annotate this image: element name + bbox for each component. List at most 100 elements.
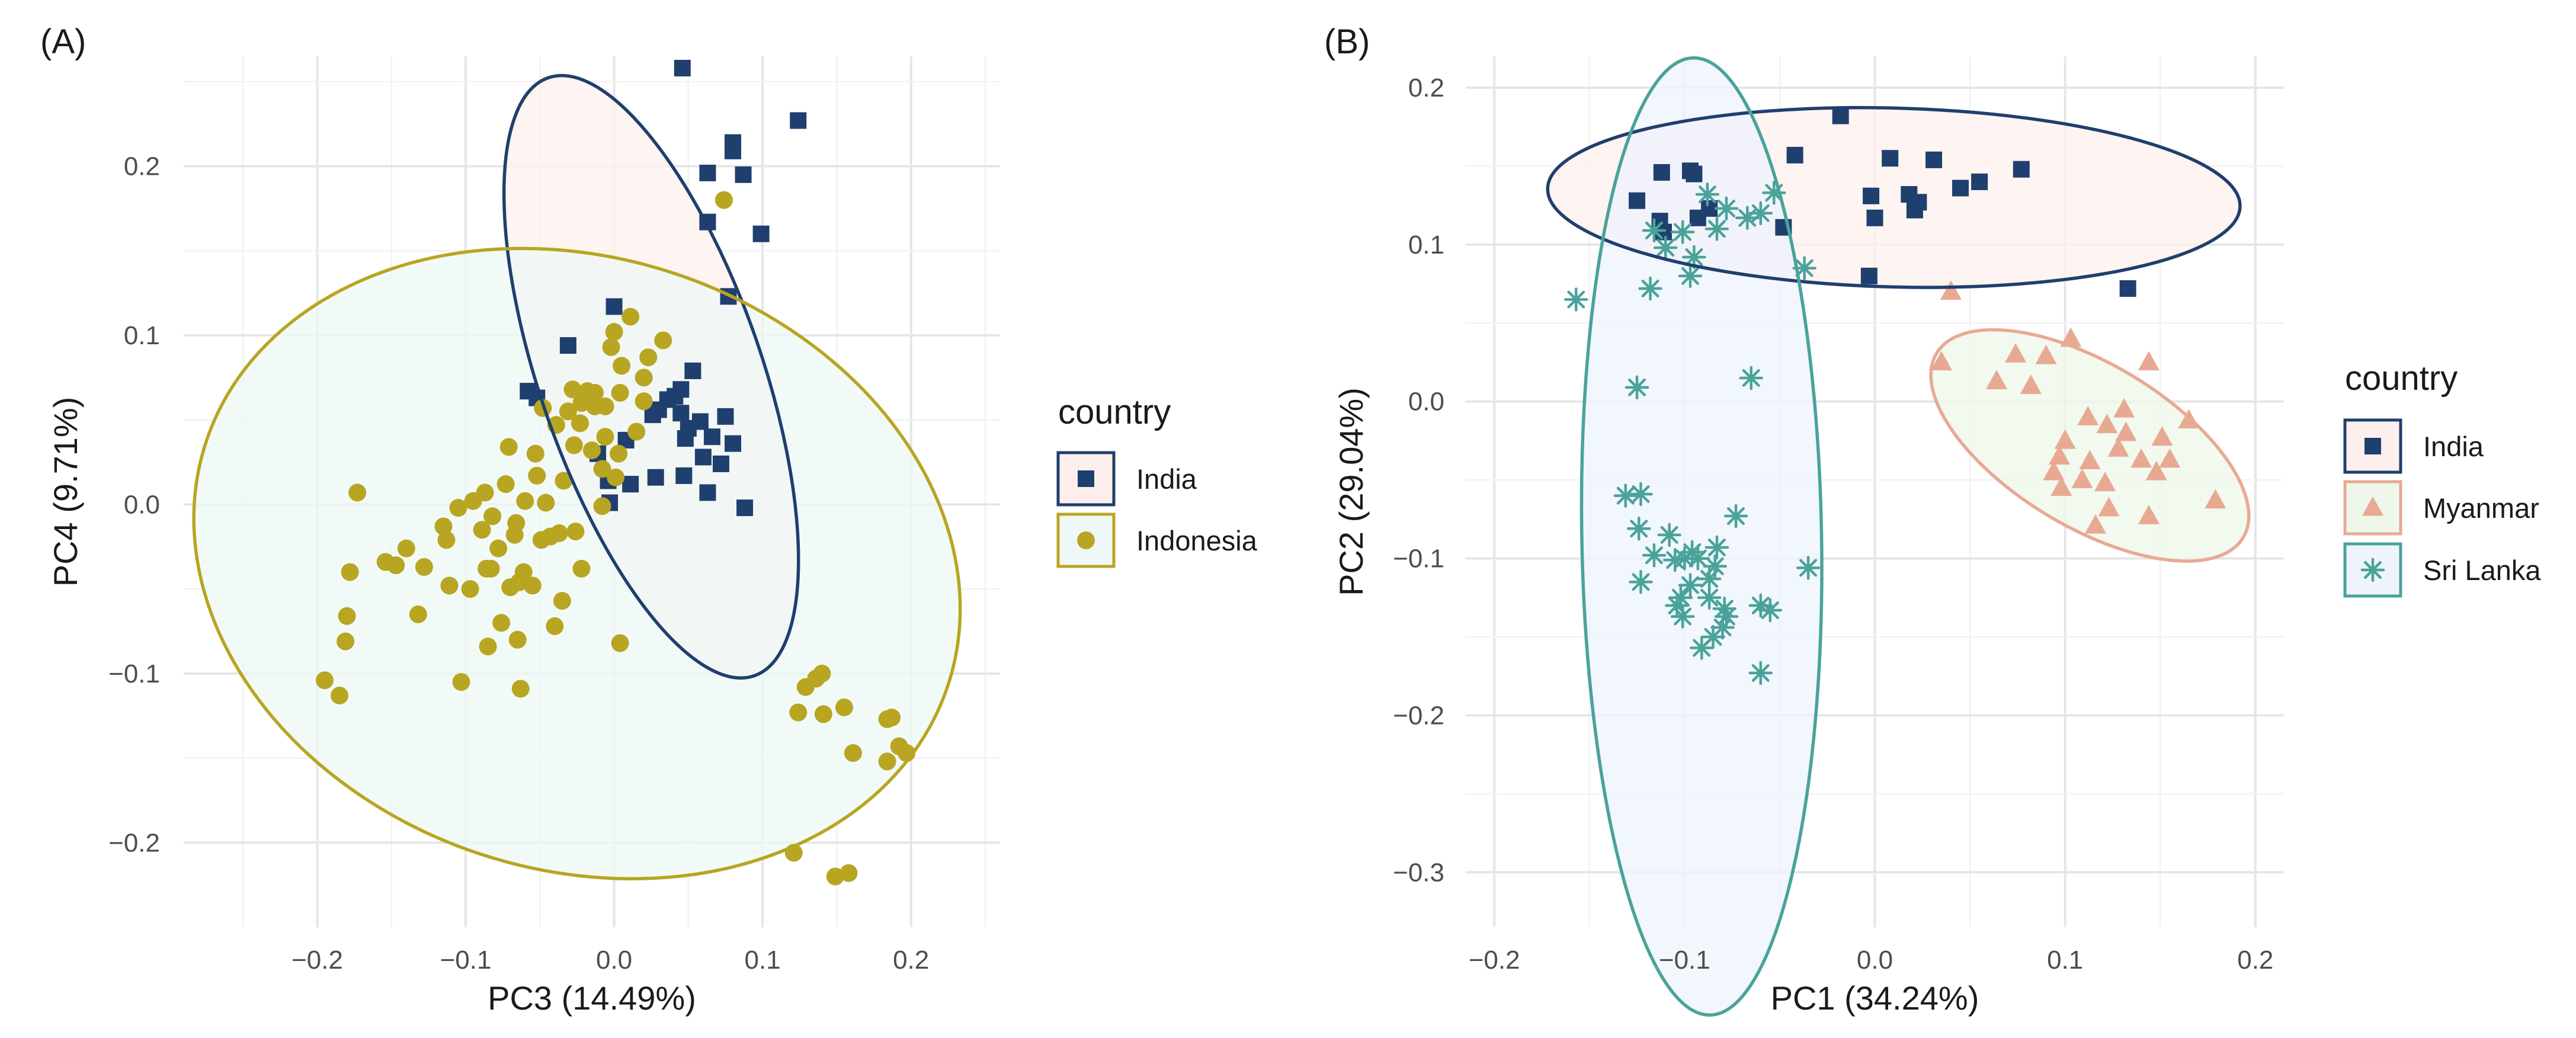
y-tick-label: −0.3 (1393, 858, 1444, 887)
point-myanmar (2138, 505, 2160, 524)
y-tick-label: −0.1 (108, 659, 160, 688)
legend-marker (1078, 470, 1094, 487)
ellipse-fill-myanmar (1931, 329, 2249, 562)
y-tick-label: −0.2 (1393, 701, 1444, 730)
point-indonesia (496, 475, 515, 494)
point-myanmar (2130, 448, 2152, 468)
point-indonesia (593, 460, 611, 478)
point-indonesia (532, 531, 550, 549)
point-sri-lanka (1689, 636, 1714, 660)
point-sri-lanka (1714, 196, 1739, 221)
point-indonesia (331, 686, 349, 704)
x-tick-label: 0.2 (2237, 946, 2273, 975)
point-sri-lanka (1678, 573, 1703, 597)
point-indonesia (449, 499, 467, 517)
point-india (694, 448, 712, 466)
series-indonesia (316, 191, 916, 886)
point-sri-lanka (1723, 504, 1748, 528)
y-tick-label: 0.2 (124, 152, 160, 181)
point-indonesia (789, 703, 808, 722)
point-myanmar (2005, 343, 2027, 363)
point-india (717, 408, 734, 425)
legend-key (1056, 512, 1116, 568)
point-sri-lanka (1629, 482, 1653, 507)
point-sri-lanka (1710, 615, 1735, 640)
series-sri-lanka (1564, 181, 1821, 685)
x-axis-title: PC1 (34.24%) (1771, 979, 1979, 1017)
point-indonesia (814, 705, 832, 723)
point-india (2119, 280, 2136, 297)
point-indonesia (572, 394, 591, 412)
point-indonesia (510, 573, 528, 591)
point-sri-lanka (1678, 264, 1703, 289)
x-tick-label: 0.0 (596, 946, 632, 975)
legend-label: India (2423, 431, 2484, 462)
point-india (699, 164, 716, 181)
point-indonesia (409, 605, 427, 623)
legend-label: Indonesia (1136, 525, 1258, 556)
point-india (675, 467, 693, 484)
point-indonesia (341, 563, 359, 581)
point-indonesia (596, 428, 614, 446)
point-indonesia (508, 630, 527, 649)
point-india (725, 435, 742, 452)
y-axis-title: PC2 (29.04%) (1332, 387, 1370, 596)
point-indonesia (434, 517, 453, 536)
point-myanmar (1985, 370, 2008, 389)
panel-tag: (B) (1324, 23, 1370, 61)
point-india (1971, 173, 1988, 190)
point-indonesia (835, 698, 853, 716)
x-tick-label: 0.1 (745, 946, 781, 975)
x-tick-label: −0.1 (1659, 946, 1710, 975)
panel-b-ellipse-outlines (1546, 56, 2251, 1017)
panel-b-pc1-pc2: −0.2 −0.1 0.0 0.1 0.2 −0.3 −0.2 −0.1 0.0 0.1 0.2 PC… (1324, 23, 2541, 1017)
point-myanmar (2145, 460, 2167, 480)
point-indonesia (516, 492, 534, 510)
point-indonesia (473, 521, 491, 539)
point-india (1689, 209, 1706, 226)
point-indonesia (844, 744, 862, 762)
legend-item-sri-lanka: Sri Lanka (2343, 542, 2541, 598)
panel-b-ellipses (1547, 57, 2249, 1015)
point-sri-lanka (1665, 593, 1689, 618)
point-india (559, 337, 576, 354)
point-myanmar (2094, 472, 2116, 492)
point-sri-lanka (1695, 182, 1720, 207)
point-indonesia (611, 384, 629, 402)
point-myanmar (2060, 327, 2082, 347)
y-tick-label: 0.0 (1408, 387, 1444, 417)
point-sri-lanka (1627, 516, 1651, 541)
y-axis-title: PC4 (9.71%) (47, 397, 84, 587)
panel-tag: (A) (40, 23, 86, 61)
point-sri-lanka (1748, 661, 1773, 685)
point-india (703, 428, 720, 446)
point-myanmar (2159, 448, 2181, 468)
y-tick-label: 0.1 (124, 321, 160, 350)
point-myanmar (2107, 437, 2129, 457)
point-myanmar (2084, 514, 2107, 534)
point-indonesia (492, 614, 511, 632)
legend-label: Myanmar (2423, 492, 2539, 524)
legend-label: India (1136, 463, 1197, 495)
point-myanmar (2151, 426, 2173, 446)
series-india (520, 59, 807, 517)
point-sri-lanka (1697, 566, 1722, 591)
point-india (1629, 192, 1646, 209)
point-india (1786, 146, 1803, 164)
x-tick-label: −0.2 (291, 946, 343, 975)
point-sri-lanka (1657, 523, 1681, 547)
point-myanmar (2079, 450, 2101, 470)
x-axis-title: PC3 (14.49%) (488, 979, 696, 1017)
point-myanmar (2048, 445, 2071, 465)
point-indonesia (483, 507, 502, 526)
point-indonesia (610, 444, 628, 463)
point-myanmar (2205, 489, 2226, 509)
point-sri-lanka (1701, 624, 1725, 649)
point-india (2013, 161, 2030, 178)
point-india (1866, 209, 1883, 226)
point-indonesia (596, 397, 614, 415)
point-india (677, 430, 694, 447)
point-sri-lanka (1762, 181, 1786, 205)
point-myanmar (2115, 421, 2137, 441)
